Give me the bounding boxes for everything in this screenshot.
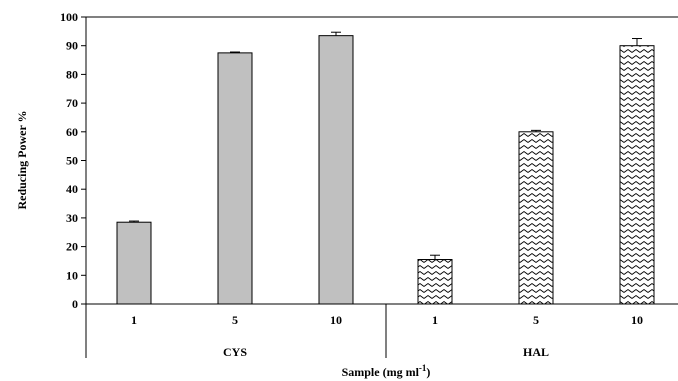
x-tick-label: 10 <box>631 313 643 327</box>
bar-hal-1 <box>417 259 453 305</box>
y-tick-label: 70 <box>66 96 78 110</box>
y-tick-label: 50 <box>66 154 78 168</box>
y-tick-label: 0 <box>72 297 78 311</box>
y-tick-label: 10 <box>66 268 78 282</box>
group-label-cys: CYS <box>223 345 247 359</box>
bars-layer <box>116 31 655 305</box>
bar-cys-10 <box>318 35 354 305</box>
x-tick-label: 5 <box>533 313 539 327</box>
x-tick-label: 1 <box>131 313 137 327</box>
x-axis-title-close: ) <box>426 365 430 379</box>
y-axis-title: Reducing Power % <box>15 110 29 209</box>
y-tick-label: 20 <box>66 240 78 254</box>
group-label-hal: HAL <box>523 345 549 359</box>
y-tick-label: 60 <box>66 125 78 139</box>
bar-cys-5 <box>217 52 253 305</box>
y-tick-label: 40 <box>66 182 78 196</box>
x-axis-title: Sample (mg ml-1) <box>342 363 431 379</box>
x-axis-title-main: Sample (mg ml <box>342 365 420 379</box>
bar-hal-5 <box>518 131 554 305</box>
y-tick-label: 90 <box>66 39 78 53</box>
y-axis-title-group: Reducing Power % <box>15 110 29 209</box>
bar-hal-10 <box>619 45 655 305</box>
x-tick-label: 1 <box>432 313 438 327</box>
axes-layer <box>81 16 678 358</box>
y-tick-label: 30 <box>66 211 78 225</box>
y-tick-label: 80 <box>66 67 78 81</box>
y-tick-label: 100 <box>60 10 78 24</box>
x-tick-label: 10 <box>330 313 342 327</box>
bar-cys-1 <box>116 221 152 305</box>
x-tick-label: 5 <box>232 313 238 327</box>
x-axis-title-superscript: -1 <box>419 363 427 373</box>
